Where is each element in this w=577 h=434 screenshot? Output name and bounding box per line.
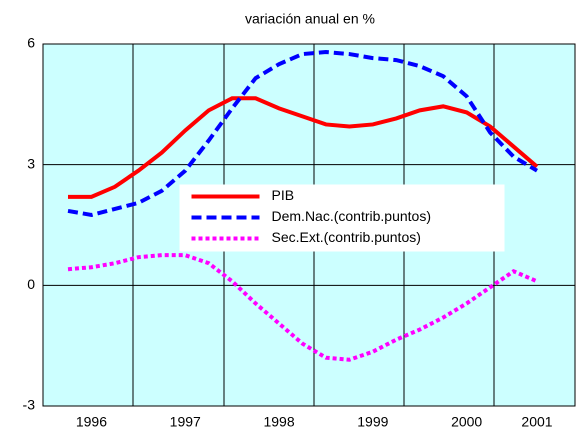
y-tick-label: 3 xyxy=(27,155,35,171)
legend-label: PIB xyxy=(272,187,295,203)
y-tick-label: 6 xyxy=(27,35,35,51)
chart-title: variación anual en % xyxy=(245,11,375,27)
y-tick-label: -3 xyxy=(23,397,36,413)
x-tick-label: 1997 xyxy=(170,414,201,430)
series-line xyxy=(68,96,539,199)
series-line xyxy=(67,50,539,217)
plot-border xyxy=(42,43,576,407)
x-tick-label: 2000 xyxy=(451,414,482,430)
x-tick-label: 1999 xyxy=(357,414,388,430)
legend-label: Dem.Nac.(contrib.puntos) xyxy=(272,208,432,224)
x-tick-label: 1996 xyxy=(76,414,107,430)
x-tick-label: 1998 xyxy=(263,414,294,430)
x-tick-label: 2001 xyxy=(521,414,552,430)
series-line xyxy=(67,253,538,362)
y-tick-label: 0 xyxy=(27,276,35,292)
legend-label: Sec.Ext.(contrib.puntos) xyxy=(272,229,421,245)
